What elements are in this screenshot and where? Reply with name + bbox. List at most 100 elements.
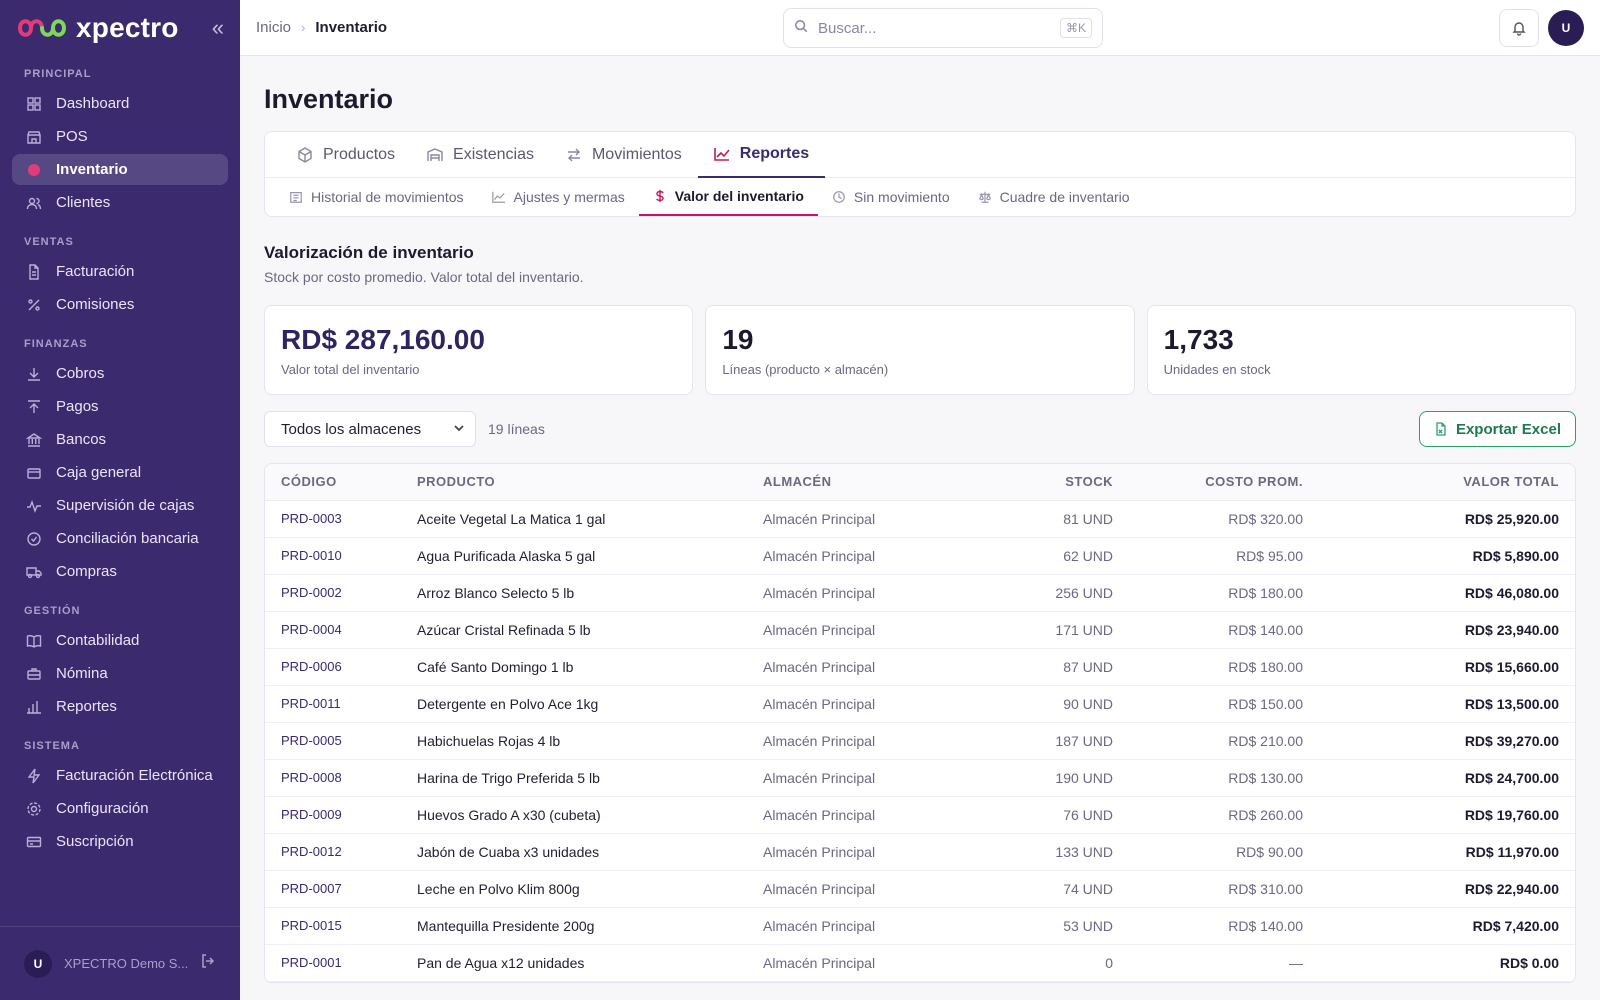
search-shortcut: ⌘K	[1059, 18, 1092, 38]
cell-code[interactable]: PRD-0007	[265, 870, 401, 908]
warehouse-select[interactable]: Todos los almacenes	[264, 411, 476, 447]
sidebar-item-label: Facturación Electrónica	[56, 767, 213, 784]
footer-avatar[interactable]: U	[24, 949, 52, 978]
cell-code[interactable]: PRD-0006	[265, 648, 401, 686]
sidebar-item-comisiones[interactable]: Comisiones	[12, 289, 228, 320]
cell-avg-cost: —	[1129, 944, 1319, 982]
sidebar-item-suscripcion[interactable]: Suscripción	[12, 826, 228, 857]
sidebar-item-contabilidad[interactable]: Contabilidad	[12, 625, 228, 656]
cell-code[interactable]: PRD-0003	[265, 500, 401, 538]
cell-code[interactable]: PRD-0004	[265, 611, 401, 649]
user-avatar[interactable]: U	[1548, 10, 1584, 46]
table-row[interactable]: PRD-0011 Detergente en Polvo Ace 1kg Almac…	[265, 685, 1575, 723]
logout-icon[interactable]	[200, 953, 216, 974]
store-icon	[24, 127, 44, 147]
subtab-label: Sin movimiento	[853, 189, 950, 205]
cell-code[interactable]: PRD-0012	[265, 833, 401, 871]
cell-warehouse: Almacén Principal	[747, 574, 981, 612]
cell-avg-cost: RD$ 150.00	[1129, 685, 1319, 723]
col-header-code[interactable]: CÓDIGO	[265, 464, 401, 501]
check-circle-icon	[24, 529, 44, 549]
cell-total-value: RD$ 25,920.00	[1319, 500, 1575, 538]
subtab-ajustes-y-mermas[interactable]: Ajustes y mermas	[478, 178, 639, 216]
cell-code[interactable]: PRD-0002	[265, 574, 401, 612]
sidebar-item-facturacion-electronica[interactable]: Facturación Electrónica	[12, 760, 228, 791]
cell-code[interactable]: PRD-0010	[265, 537, 401, 575]
table-row[interactable]: PRD-0006 Café Santo Domingo 1 lb Almacén P…	[265, 648, 1575, 686]
notifications-button[interactable]	[1499, 9, 1539, 47]
table-row[interactable]: PRD-0001 Pan de Agua x12 unidades Almacén …	[265, 944, 1575, 982]
sidebar-item-facturacion[interactable]: Facturación	[12, 256, 228, 287]
table-row[interactable]: PRD-0015 Mantequilla Presidente 200g Almac…	[265, 907, 1575, 945]
table-row[interactable]: PRD-0010 Agua Purificada Alaska 5 gal Alma…	[265, 537, 1575, 575]
cell-warehouse: Almacén Principal	[747, 500, 981, 538]
cell-avg-cost: RD$ 95.00	[1129, 537, 1319, 575]
col-header-product[interactable]: PRODUCTO	[401, 464, 747, 501]
cell-product: Detergente en Polvo Ace 1kg	[401, 685, 747, 723]
cell-code[interactable]: PRD-0008	[265, 759, 401, 797]
cell-warehouse: Almacén Principal	[747, 722, 981, 760]
sidebar-item-pos[interactable]: POS	[12, 121, 228, 152]
primary-tabs: Productos Existencias Movimientos Reportes	[265, 132, 1575, 178]
search-box[interactable]: ⌘K	[783, 8, 1103, 48]
sidebar: xpectro « PRINCIPAL Dashboard POS Inventari…	[0, 0, 240, 1000]
cell-code[interactable]: PRD-0015	[265, 907, 401, 945]
table-row[interactable]: PRD-0003 Aceite Vegetal La Matica 1 gal Al…	[265, 500, 1575, 538]
sidebar-item-caja-general[interactable]: Caja general	[12, 457, 228, 488]
sidebar-item-inventario[interactable]: Inventario	[12, 154, 228, 185]
cell-total-value: RD$ 39,270.00	[1319, 722, 1575, 760]
cell-product: Arroz Blanco Selecto 5 lb	[401, 574, 747, 612]
sidebar-item-bancos[interactable]: Bancos	[12, 424, 228, 455]
col-header-avg-cost[interactable]: COSTO PROM.	[1129, 464, 1319, 501]
sidebar-item-dashboard[interactable]: Dashboard	[12, 88, 228, 119]
subtab-valor-del-inventario[interactable]: Valor del inventario	[638, 178, 818, 216]
cell-stock: 256 UND	[981, 574, 1129, 612]
tab-movimientos[interactable]: Movimientos	[550, 132, 698, 178]
sidebar-item-reportes[interactable]: Reportes	[12, 691, 228, 722]
cell-code[interactable]: PRD-0005	[265, 722, 401, 760]
search-input[interactable]	[818, 19, 1060, 37]
activity-icon	[24, 496, 44, 516]
sidebar-item-label: Compras	[56, 563, 117, 580]
col-header-total-value[interactable]: VALOR TOTAL	[1319, 464, 1575, 501]
table-header-row: CÓDIGO PRODUCTO ALMACÉN STOCK COSTO PROM…	[265, 464, 1575, 501]
cell-code[interactable]: PRD-0001	[265, 944, 401, 982]
subtab-cuadre-de-inventario[interactable]: Cuadre de inventario	[964, 178, 1144, 216]
sidebar-item-label: Caja general	[56, 464, 142, 481]
sidebar-item-nomina[interactable]: Nómina	[12, 658, 228, 689]
sidebar-item-clientes[interactable]: Clientes	[12, 187, 228, 218]
table-row[interactable]: PRD-0007 Leche en Polvo Klim 800g Almacén …	[265, 870, 1575, 908]
table-row[interactable]: PRD-0009 Huevos Grado A x30 (cubeta) Almac…	[265, 796, 1575, 834]
sidebar-item-supervision-de-cajas[interactable]: Supervisión de cajas	[12, 490, 228, 521]
sidebar-item-conciliacion-bancaria[interactable]: Conciliación bancaria	[12, 523, 228, 554]
sidebar-item-configuracion[interactable]: Configuración	[12, 793, 228, 824]
grid-icon	[24, 94, 44, 114]
table-row[interactable]: PRD-0012 Jabón de Cuaba x3 unidades Almacé…	[265, 833, 1575, 871]
cell-avg-cost: RD$ 310.00	[1129, 870, 1319, 908]
sidebar-item-pagos[interactable]: Pagos	[12, 391, 228, 422]
tab-reportes[interactable]: Reportes	[697, 132, 826, 178]
table-row[interactable]: PRD-0008 Harina de Trigo Preferida 5 lb Al…	[265, 759, 1575, 797]
breadcrumb-home[interactable]: Inicio	[256, 19, 292, 36]
export-excel-button[interactable]: Exportar Excel	[1418, 411, 1576, 447]
subtab-sin-movimiento[interactable]: Sin movimiento	[818, 178, 964, 216]
sidebar-item-label: Supervisión de cajas	[56, 497, 195, 514]
cell-code[interactable]: PRD-0009	[265, 796, 401, 834]
table-row[interactable]: PRD-0005 Habichuelas Rojas 4 lb Almacén Pr…	[265, 722, 1575, 760]
section-title: Valorización de inventario	[264, 243, 474, 262]
table-row[interactable]: PRD-0004 Azúcar Cristal Refinada 5 lb Alma…	[265, 611, 1575, 649]
col-header-stock[interactable]: STOCK	[981, 464, 1129, 501]
col-header-warehouse[interactable]: ALMACÉN	[747, 464, 981, 501]
cell-product: Mantequilla Presidente 200g	[401, 907, 747, 945]
sidebar-item-compras[interactable]: Compras	[12, 556, 228, 587]
cell-warehouse: Almacén Principal	[747, 796, 981, 834]
cell-code[interactable]: PRD-0011	[265, 685, 401, 723]
tab-existencias[interactable]: Existencias	[411, 132, 550, 178]
nav-section-title: VENTAS	[24, 236, 74, 248]
sidebar-item-cobros[interactable]: Cobros	[12, 358, 228, 389]
subtab-historial-de-movimientos[interactable]: Historial de movimientos	[275, 178, 478, 216]
cell-total-value: RD$ 0.00	[1319, 944, 1575, 982]
tab-productos[interactable]: Productos	[281, 132, 411, 178]
table-row[interactable]: PRD-0002 Arroz Blanco Selecto 5 lb Almacén…	[265, 574, 1575, 612]
collapse-sidebar-icon[interactable]: «	[211, 15, 224, 40]
